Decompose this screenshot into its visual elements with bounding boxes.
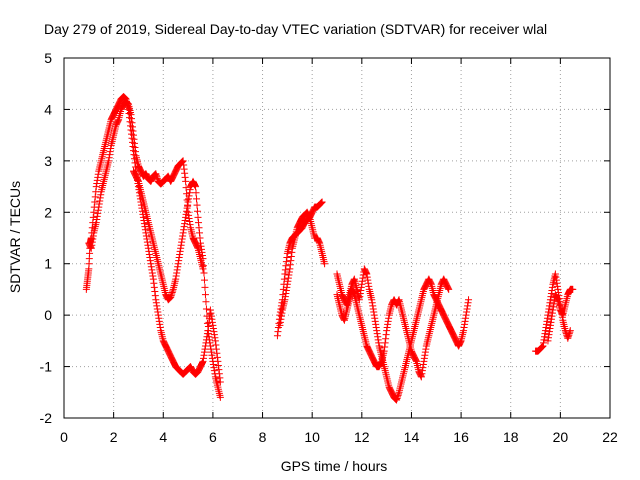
- data-point: [202, 305, 210, 313]
- data-point: [201, 283, 209, 291]
- chart-title: Day 279 of 2019, Sidereal Day-to-day VTE…: [44, 21, 547, 37]
- x-tick-label: 0: [60, 429, 68, 445]
- x-tick-label: 10: [304, 429, 320, 445]
- series-B: [85, 98, 207, 273]
- data-point: [200, 269, 208, 277]
- y-tick-label: 5: [44, 50, 52, 66]
- x-tick-label: 18: [503, 429, 519, 445]
- series-I: [544, 285, 577, 345]
- series-E: [276, 208, 329, 329]
- series-G: [333, 275, 453, 381]
- data-point: [321, 260, 329, 268]
- data-point: [182, 184, 190, 192]
- x-tick-label: 22: [602, 429, 618, 445]
- data-point: [182, 177, 190, 185]
- data-point: [203, 312, 211, 320]
- y-tick-label: 2: [44, 204, 52, 220]
- series-C: [129, 167, 224, 401]
- y-tick-label: 0: [44, 307, 52, 323]
- data-point: [445, 285, 453, 293]
- data-point: [566, 327, 574, 335]
- y-tick-label: 1: [44, 256, 52, 272]
- x-tick-label: 12: [354, 429, 370, 445]
- y-tick-label: -1: [40, 359, 53, 375]
- y-tick-label: 3: [44, 153, 52, 169]
- data-point: [216, 378, 224, 386]
- data-point: [193, 195, 201, 203]
- x-tick-label: 20: [553, 429, 569, 445]
- y-tick-label: 4: [44, 101, 52, 117]
- x-axis-label: GPS time / hours: [281, 458, 388, 474]
- data-point: [465, 296, 473, 304]
- x-tick-label: 2: [110, 429, 118, 445]
- y-tick-label: -2: [40, 410, 53, 426]
- data-point: [200, 276, 208, 284]
- x-tick-label: 16: [453, 429, 469, 445]
- x-tick-label: 6: [209, 429, 217, 445]
- data-point: [216, 393, 224, 401]
- data-point: [192, 183, 200, 191]
- data-point: [202, 298, 210, 306]
- marks-layer: [82, 93, 577, 404]
- data-point: [199, 255, 207, 263]
- data-point: [192, 189, 200, 197]
- plot-frame: [63, 57, 611, 419]
- data-point: [569, 285, 577, 293]
- x-tick-label: 4: [159, 429, 167, 445]
- series-F: [333, 265, 473, 404]
- data-point: [201, 291, 209, 299]
- data-point: [199, 262, 207, 270]
- data-point: [203, 319, 211, 327]
- data-point: [194, 207, 202, 215]
- data-point: [193, 201, 201, 209]
- x-tick-label: 8: [259, 429, 267, 445]
- x-tick-label: 14: [404, 429, 420, 445]
- y-axis-label: SDTVAR / TECUs: [7, 181, 23, 293]
- data-point: [318, 198, 326, 206]
